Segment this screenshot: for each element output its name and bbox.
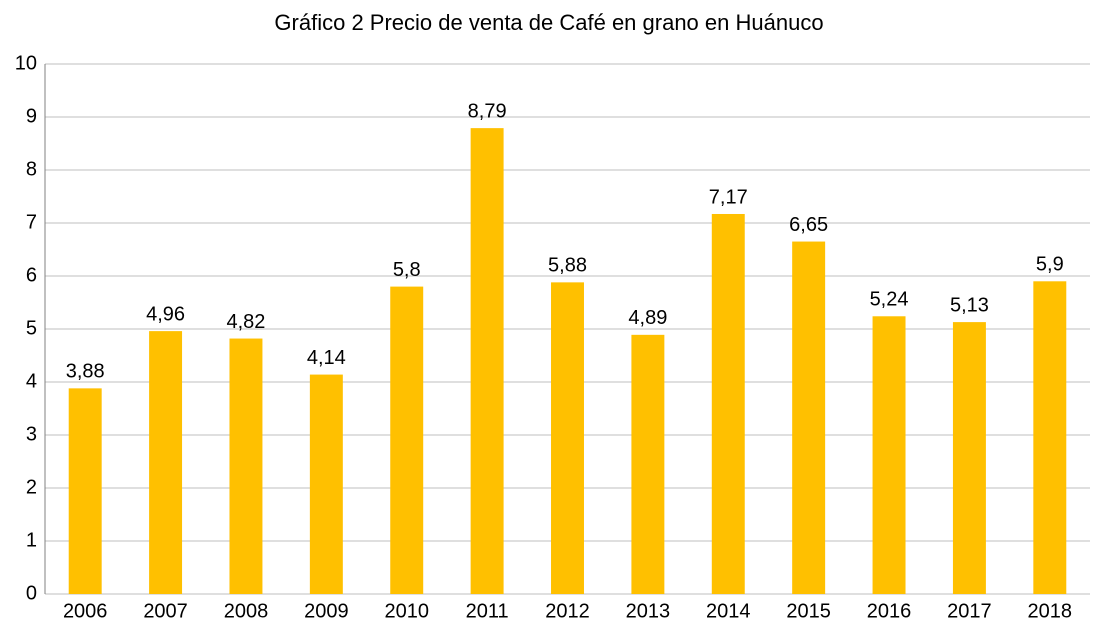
y-tick-label: 5 — [26, 317, 37, 339]
x-tick-label: 2015 — [786, 600, 831, 622]
x-tick-label: 2011 — [466, 600, 509, 622]
bar — [631, 334, 665, 594]
x-tick-label: 2016 — [867, 600, 912, 622]
y-tick-label: 1 — [26, 529, 37, 551]
bar — [390, 286, 424, 594]
x-tick-label: 2018 — [1028, 600, 1073, 622]
y-tick-label: 3 — [26, 423, 37, 445]
x-tick-label: 2006 — [63, 600, 108, 622]
value-label: 4,96 — [146, 303, 185, 325]
y-tick-label: 4 — [26, 370, 37, 392]
value-label: 4,89 — [628, 307, 667, 329]
y-tick-label: 2 — [26, 476, 37, 498]
x-tick-label: 2010 — [384, 600, 429, 622]
y-tick-label: 8 — [26, 158, 37, 180]
y-tick-label: 10 — [15, 52, 37, 74]
bar — [711, 213, 745, 595]
y-tick-label: 6 — [26, 264, 37, 286]
x-tick-label: 2017 — [947, 600, 992, 622]
bar — [149, 331, 183, 594]
value-label: 5,88 — [548, 255, 587, 277]
x-tick-label: 2009 — [304, 600, 349, 622]
bar — [68, 388, 102, 594]
value-label: 4,14 — [307, 347, 346, 369]
bar — [551, 282, 584, 594]
y-tick-label: 9 — [26, 105, 37, 127]
x-tick-label: 2007 — [143, 600, 188, 622]
bar — [792, 241, 826, 595]
bar — [309, 374, 343, 594]
value-label: 7,17 — [709, 186, 748, 208]
x-tick-label: 2008 — [224, 600, 269, 622]
value-label: 5,13 — [950, 294, 989, 316]
value-label: 3,88 — [66, 361, 105, 383]
bar — [470, 128, 504, 594]
y-tick-label: 0 — [26, 582, 37, 604]
value-label: 6,65 — [789, 214, 828, 236]
y-tick-label: 7 — [26, 211, 37, 233]
bar — [872, 316, 906, 594]
x-tick-label: 2012 — [545, 600, 590, 622]
value-label: 5,8 — [393, 259, 421, 281]
value-label: 4,82 — [226, 311, 265, 333]
value-label: 5,9 — [1036, 254, 1064, 276]
value-label: 5,24 — [870, 289, 909, 311]
x-tick-label: 2013 — [626, 600, 671, 622]
x-tick-label: 2014 — [706, 600, 751, 622]
bar — [1033, 281, 1067, 594]
bar — [952, 322, 986, 594]
bar — [229, 338, 263, 594]
value-label: 8,79 — [468, 100, 507, 122]
chart-title: Gráfico 2 Precio de venta de Café en gra… — [274, 10, 823, 35]
